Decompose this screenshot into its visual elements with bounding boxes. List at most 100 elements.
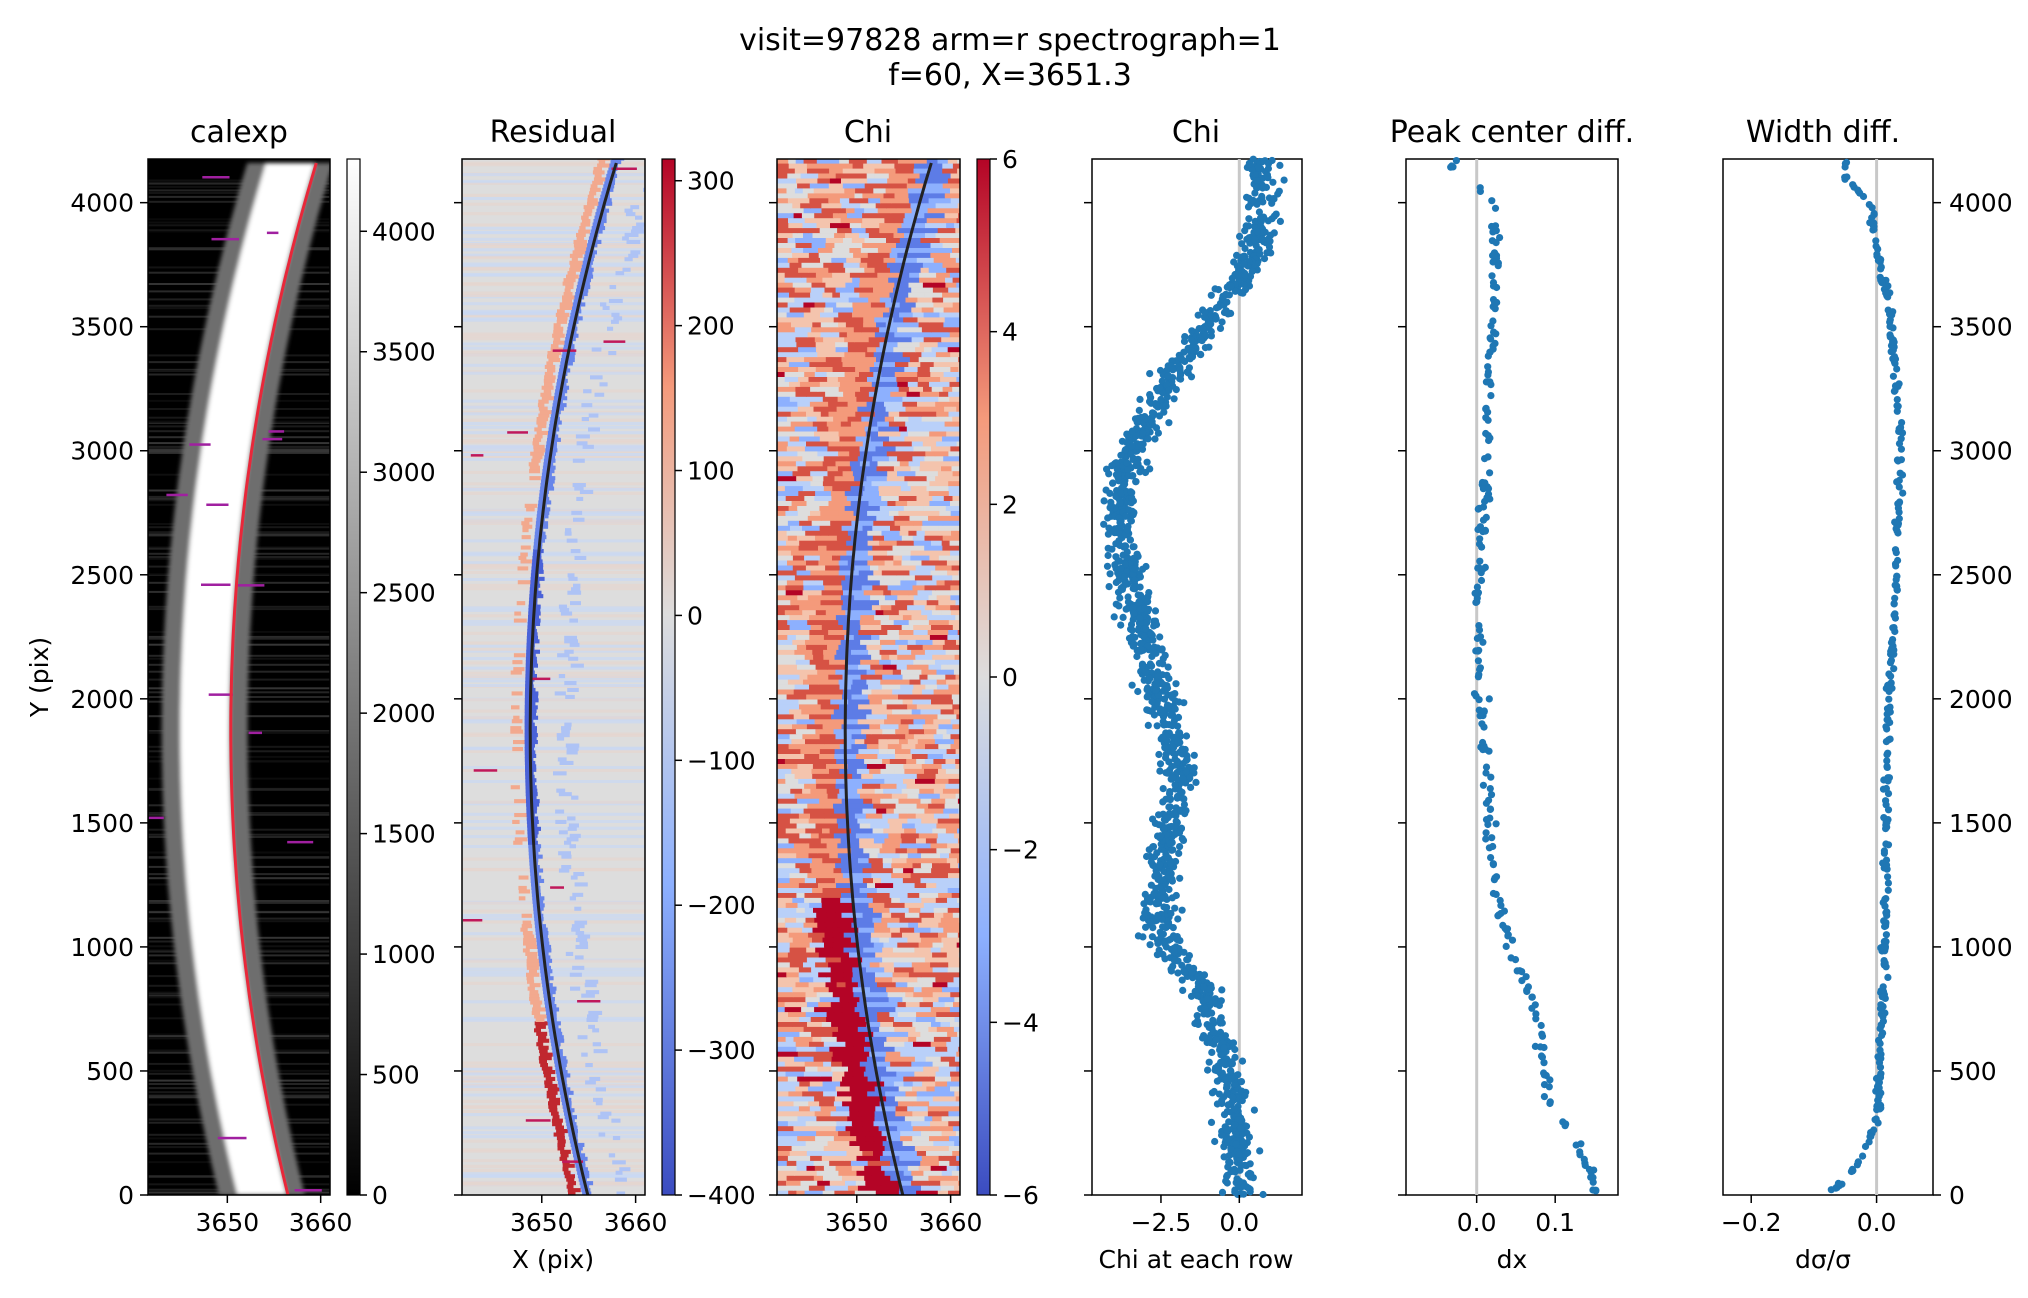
chi-image-cell xyxy=(800,172,819,179)
chi-image-cell xyxy=(802,733,821,740)
chi-image-cell xyxy=(908,728,925,735)
chi-image-cell xyxy=(947,1080,960,1087)
chi-image-cell xyxy=(797,763,814,769)
chi-image-cell xyxy=(832,932,845,938)
calexp-bad-pixel-mark xyxy=(189,443,211,446)
residual-positive-cell xyxy=(571,257,578,262)
chi-image-cell xyxy=(786,182,798,189)
scatter-point xyxy=(1166,788,1174,796)
chi-image-cell xyxy=(860,202,877,209)
chi-image-cell xyxy=(914,768,925,774)
chi-image-cell xyxy=(795,159,805,164)
chi-image-cell xyxy=(920,435,943,442)
chi-image-cell xyxy=(824,693,843,700)
chi-image-cell xyxy=(823,1175,843,1181)
chi-image-cell xyxy=(798,971,819,978)
residual-positive-cell xyxy=(538,413,550,418)
residual-row-streak xyxy=(462,867,645,871)
chi-image-cell xyxy=(777,753,791,759)
colorbar-tick-label: −200 xyxy=(687,891,756,920)
chi-image-cell xyxy=(884,902,906,908)
chi-image-cell xyxy=(843,946,864,953)
residual-weak-cell xyxy=(585,1080,596,1085)
chi-image-cell xyxy=(785,827,806,834)
chi-image-cell xyxy=(787,301,805,308)
chi-image-cell xyxy=(826,421,842,427)
chi-image-cell xyxy=(777,788,791,794)
chi-image-cell xyxy=(942,167,958,174)
chi-image-cell xyxy=(876,321,887,328)
chi-image-cell xyxy=(797,406,814,412)
chi-image-cell xyxy=(949,207,960,214)
chi-image-cell xyxy=(863,798,873,804)
chi-image-cell xyxy=(920,361,935,367)
chi-image-cell xyxy=(910,550,931,556)
chi-image-cell xyxy=(777,614,791,621)
chi-image-cell xyxy=(941,217,958,224)
chi-image-cell xyxy=(891,247,913,253)
chi-image-cell xyxy=(831,505,846,511)
chi-image-cell xyxy=(821,683,841,690)
chi-image-cell xyxy=(814,465,828,472)
chi-image-cell xyxy=(902,550,912,556)
chi-image-cell xyxy=(914,783,928,789)
chi-image-cell xyxy=(879,649,898,655)
chi-image-cell xyxy=(829,177,842,184)
chi-image-cell xyxy=(797,450,819,457)
chi-image-cell xyxy=(952,416,960,422)
chi-image-cell xyxy=(915,346,925,353)
chi-image-cell xyxy=(903,1075,924,1082)
residual-row-streak xyxy=(462,932,645,936)
chi-image-cell xyxy=(795,981,810,988)
chi-image-cell xyxy=(945,282,957,288)
chi-image-cell xyxy=(777,301,789,308)
chi-image-cell xyxy=(870,728,883,735)
chi-image-cell xyxy=(825,639,842,645)
chi-image-cell xyxy=(928,619,950,625)
chi-image-cell xyxy=(797,902,810,908)
scatter-point xyxy=(1238,1057,1247,1065)
chi-image-cell xyxy=(812,887,824,893)
chi-image-cell xyxy=(896,664,908,670)
chi-image-cell xyxy=(777,540,787,546)
chi-image-cell xyxy=(831,713,850,720)
scatter-point xyxy=(1263,249,1271,257)
chi-image-cell xyxy=(860,659,880,665)
chi-image-cell xyxy=(803,679,819,685)
chi-image-cell xyxy=(824,917,835,923)
residual-weak-cell xyxy=(588,413,599,418)
residual-weak-cell xyxy=(599,382,608,387)
scatter-point xyxy=(1155,750,1163,759)
residual-weak-cell xyxy=(556,733,570,738)
chi-image-cell xyxy=(898,629,914,635)
chi-image-cell xyxy=(851,693,869,700)
chi-image-cell xyxy=(840,421,852,427)
chi-image-cell xyxy=(777,862,796,869)
chi-image-cell xyxy=(816,416,834,422)
chi-image-cell xyxy=(882,674,904,680)
chi-image-cell xyxy=(839,159,850,164)
chi-image-cell xyxy=(784,1006,802,1013)
chi-image-cell xyxy=(788,837,807,844)
chi-image-cell xyxy=(845,207,856,214)
chi-image-cell xyxy=(887,500,897,506)
chi-image-cell xyxy=(777,584,787,591)
chi-image-cell xyxy=(892,971,910,978)
chi-image-cell xyxy=(796,569,811,576)
residual-positive-cell xyxy=(533,444,545,449)
chi-image-cell xyxy=(888,356,911,363)
chi-image-cell xyxy=(814,718,826,725)
chi-image-cell xyxy=(828,629,850,635)
residual-positive-cell xyxy=(523,941,537,946)
scatter-point xyxy=(1188,968,1196,976)
chi-image-cell xyxy=(895,505,905,511)
chi-image-cell xyxy=(912,1100,930,1107)
chi-image-cell xyxy=(817,1085,837,1092)
colorbar-tick-label: 1500 xyxy=(372,820,436,849)
chi-image-cell xyxy=(839,927,859,933)
chi-image-cell xyxy=(931,445,951,452)
chi-image-cell xyxy=(914,822,937,829)
chi-image-cell xyxy=(824,430,840,437)
chi-image-cell xyxy=(938,996,955,1003)
scatter-point xyxy=(1257,222,1265,230)
